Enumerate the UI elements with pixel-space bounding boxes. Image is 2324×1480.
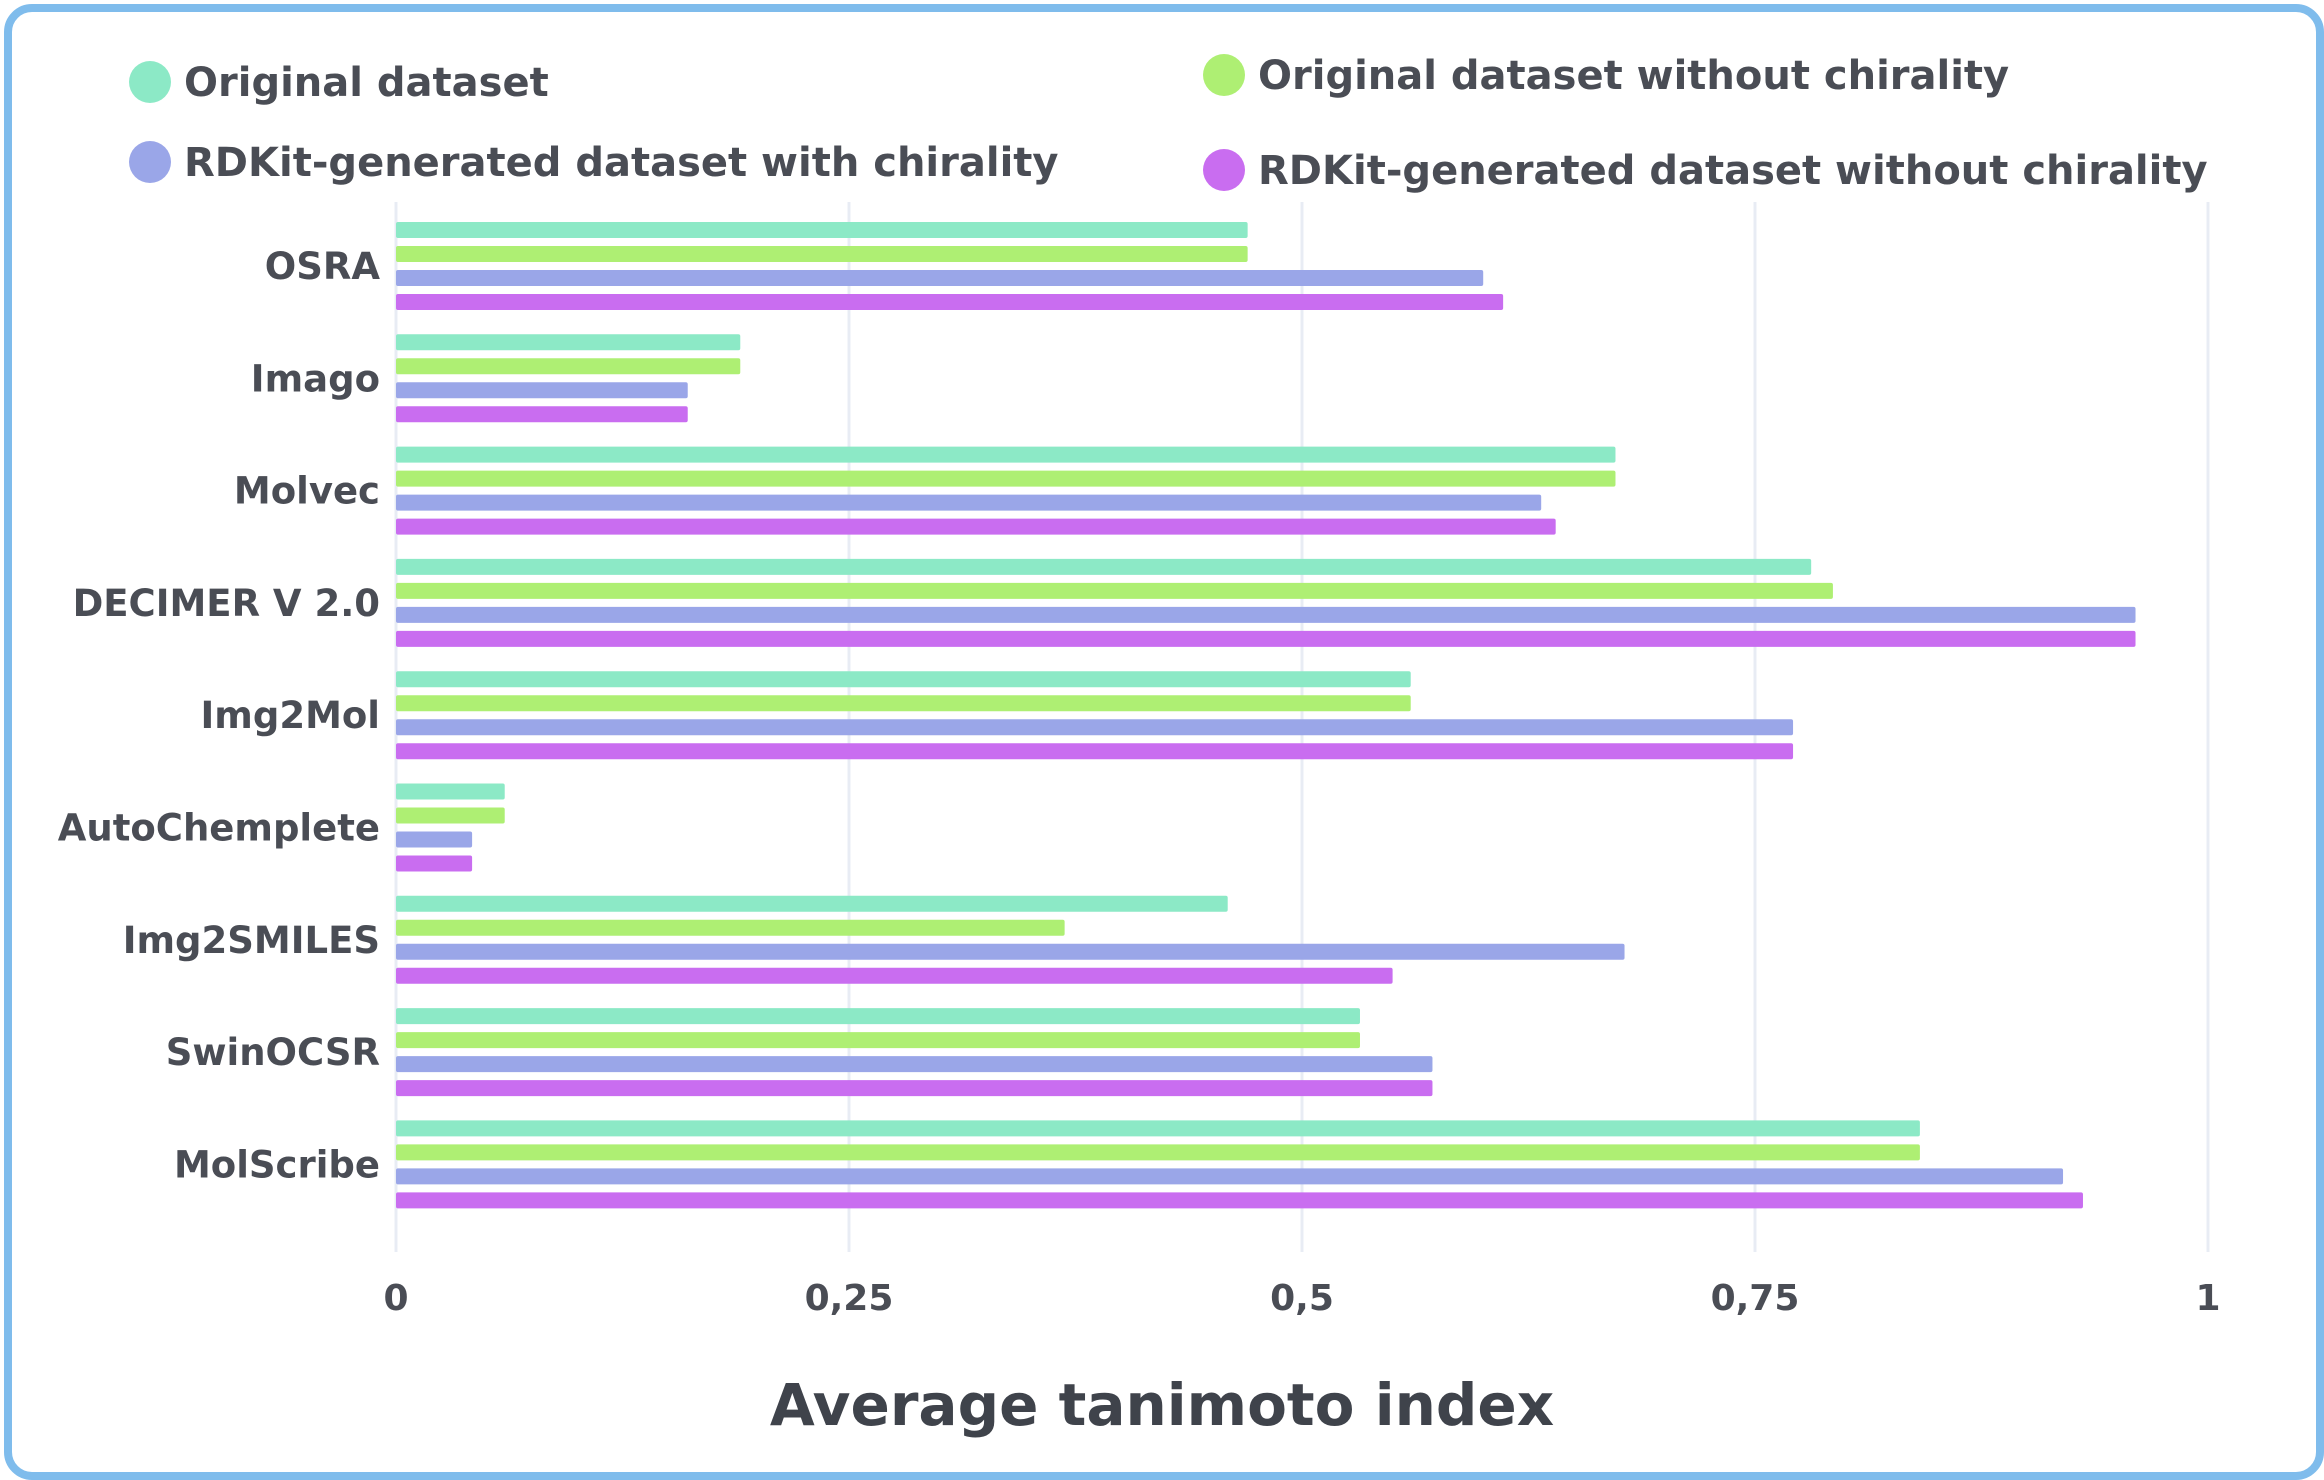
legend-item-1: Original dataset without chirality bbox=[1203, 53, 2009, 99]
bar-2-0 bbox=[396, 446, 1616, 463]
bar-3-3 bbox=[396, 630, 2136, 647]
legend-label-2: RDKit-generated dataset with chirality bbox=[184, 140, 1058, 186]
legend-marker-0 bbox=[129, 61, 171, 103]
bar-1-1 bbox=[396, 358, 741, 375]
category-label-0: OSRA bbox=[265, 245, 381, 288]
legend: Original dataset Original dataset without… bbox=[129, 53, 2208, 194]
bar-3-1 bbox=[396, 582, 1833, 599]
bar-8-1 bbox=[396, 1144, 1920, 1161]
legend-label-1: Original dataset without chirality bbox=[1258, 53, 2009, 99]
bar-7-3 bbox=[396, 1080, 1433, 1097]
bar-0-3 bbox=[396, 294, 1504, 310]
chart-frame: Original dataset Original dataset without… bbox=[4, 4, 2324, 1480]
bar-8-3 bbox=[396, 1192, 2083, 1209]
legend-item-0: Original dataset bbox=[129, 60, 549, 106]
legend-marker-3 bbox=[1203, 149, 1245, 191]
bar-2-3 bbox=[396, 518, 1556, 535]
bar-5-2 bbox=[396, 831, 473, 848]
category-label-7: SwinOCSR bbox=[166, 1031, 380, 1074]
bar-5-0 bbox=[396, 783, 505, 800]
category-label-6: Img2SMILES bbox=[123, 919, 380, 962]
bar-6-3 bbox=[396, 967, 1393, 984]
bar-2-1 bbox=[396, 470, 1616, 487]
bar-1-3 bbox=[396, 406, 688, 423]
bar-4-2 bbox=[396, 719, 1794, 736]
x-tick-label-4: 1 bbox=[2195, 1278, 2220, 1319]
bar-5-1 bbox=[396, 807, 505, 824]
x-tick-label-1: 0,25 bbox=[805, 1278, 894, 1319]
bar-6-1 bbox=[396, 919, 1065, 936]
legend-label-0: Original dataset bbox=[184, 60, 549, 106]
x-tick-labels: 0 0,25 0,5 0,75 1 bbox=[383, 1278, 2220, 1319]
x-tick-label-3: 0,75 bbox=[1711, 1278, 1800, 1319]
bar-4-0 bbox=[396, 671, 1411, 688]
bar-5-3 bbox=[396, 855, 473, 872]
bar-3-2 bbox=[396, 606, 2136, 623]
category-label-2: Molvec bbox=[234, 470, 380, 513]
category-labels: OSRA Imago Molvec DECIMER V 2.0 Img2Mol AutoC… bbox=[58, 245, 381, 1186]
category-label-3: DECIMER V 2.0 bbox=[73, 582, 380, 625]
bar-4-3 bbox=[396, 743, 1794, 760]
bar-chart: Original dataset Original dataset without… bbox=[58, 53, 2221, 1439]
bar-6-2 bbox=[396, 943, 1625, 960]
x-axis-title: Average tanimoto index bbox=[770, 1371, 1554, 1439]
bar-8-0 bbox=[396, 1120, 1920, 1137]
bar-4-1 bbox=[396, 695, 1411, 712]
legend-item-2: RDKit-generated dataset with chirality bbox=[129, 140, 1058, 186]
bar-0-0 bbox=[396, 222, 1248, 238]
bar-1-0 bbox=[396, 334, 741, 351]
bar-8-2 bbox=[396, 1168, 2064, 1185]
category-label-1: Imago bbox=[251, 357, 380, 400]
bar-7-2 bbox=[396, 1056, 1433, 1073]
bars bbox=[396, 222, 2136, 1209]
bar-0-2 bbox=[396, 270, 1484, 286]
legend-marker-2 bbox=[129, 141, 171, 183]
category-label-8: MolScribe bbox=[174, 1143, 380, 1186]
bar-6-0 bbox=[396, 895, 1228, 912]
bar-7-0 bbox=[396, 1008, 1360, 1025]
bar-0-1 bbox=[396, 246, 1248, 262]
x-tick-label-2: 0,5 bbox=[1270, 1278, 1334, 1319]
bar-7-1 bbox=[396, 1032, 1360, 1049]
category-label-4: Img2Mol bbox=[201, 694, 380, 737]
legend-marker-1 bbox=[1203, 54, 1245, 96]
legend-label-3: RDKit-generated dataset without chiralit… bbox=[1258, 148, 2208, 194]
bar-1-2 bbox=[396, 382, 688, 399]
bar-3-0 bbox=[396, 558, 1812, 575]
x-tick-label-0: 0 bbox=[383, 1278, 408, 1319]
category-label-5: AutoChemplete bbox=[58, 807, 380, 850]
bar-2-2 bbox=[396, 494, 1542, 511]
legend-item-3: RDKit-generated dataset without chiralit… bbox=[1203, 148, 2208, 194]
